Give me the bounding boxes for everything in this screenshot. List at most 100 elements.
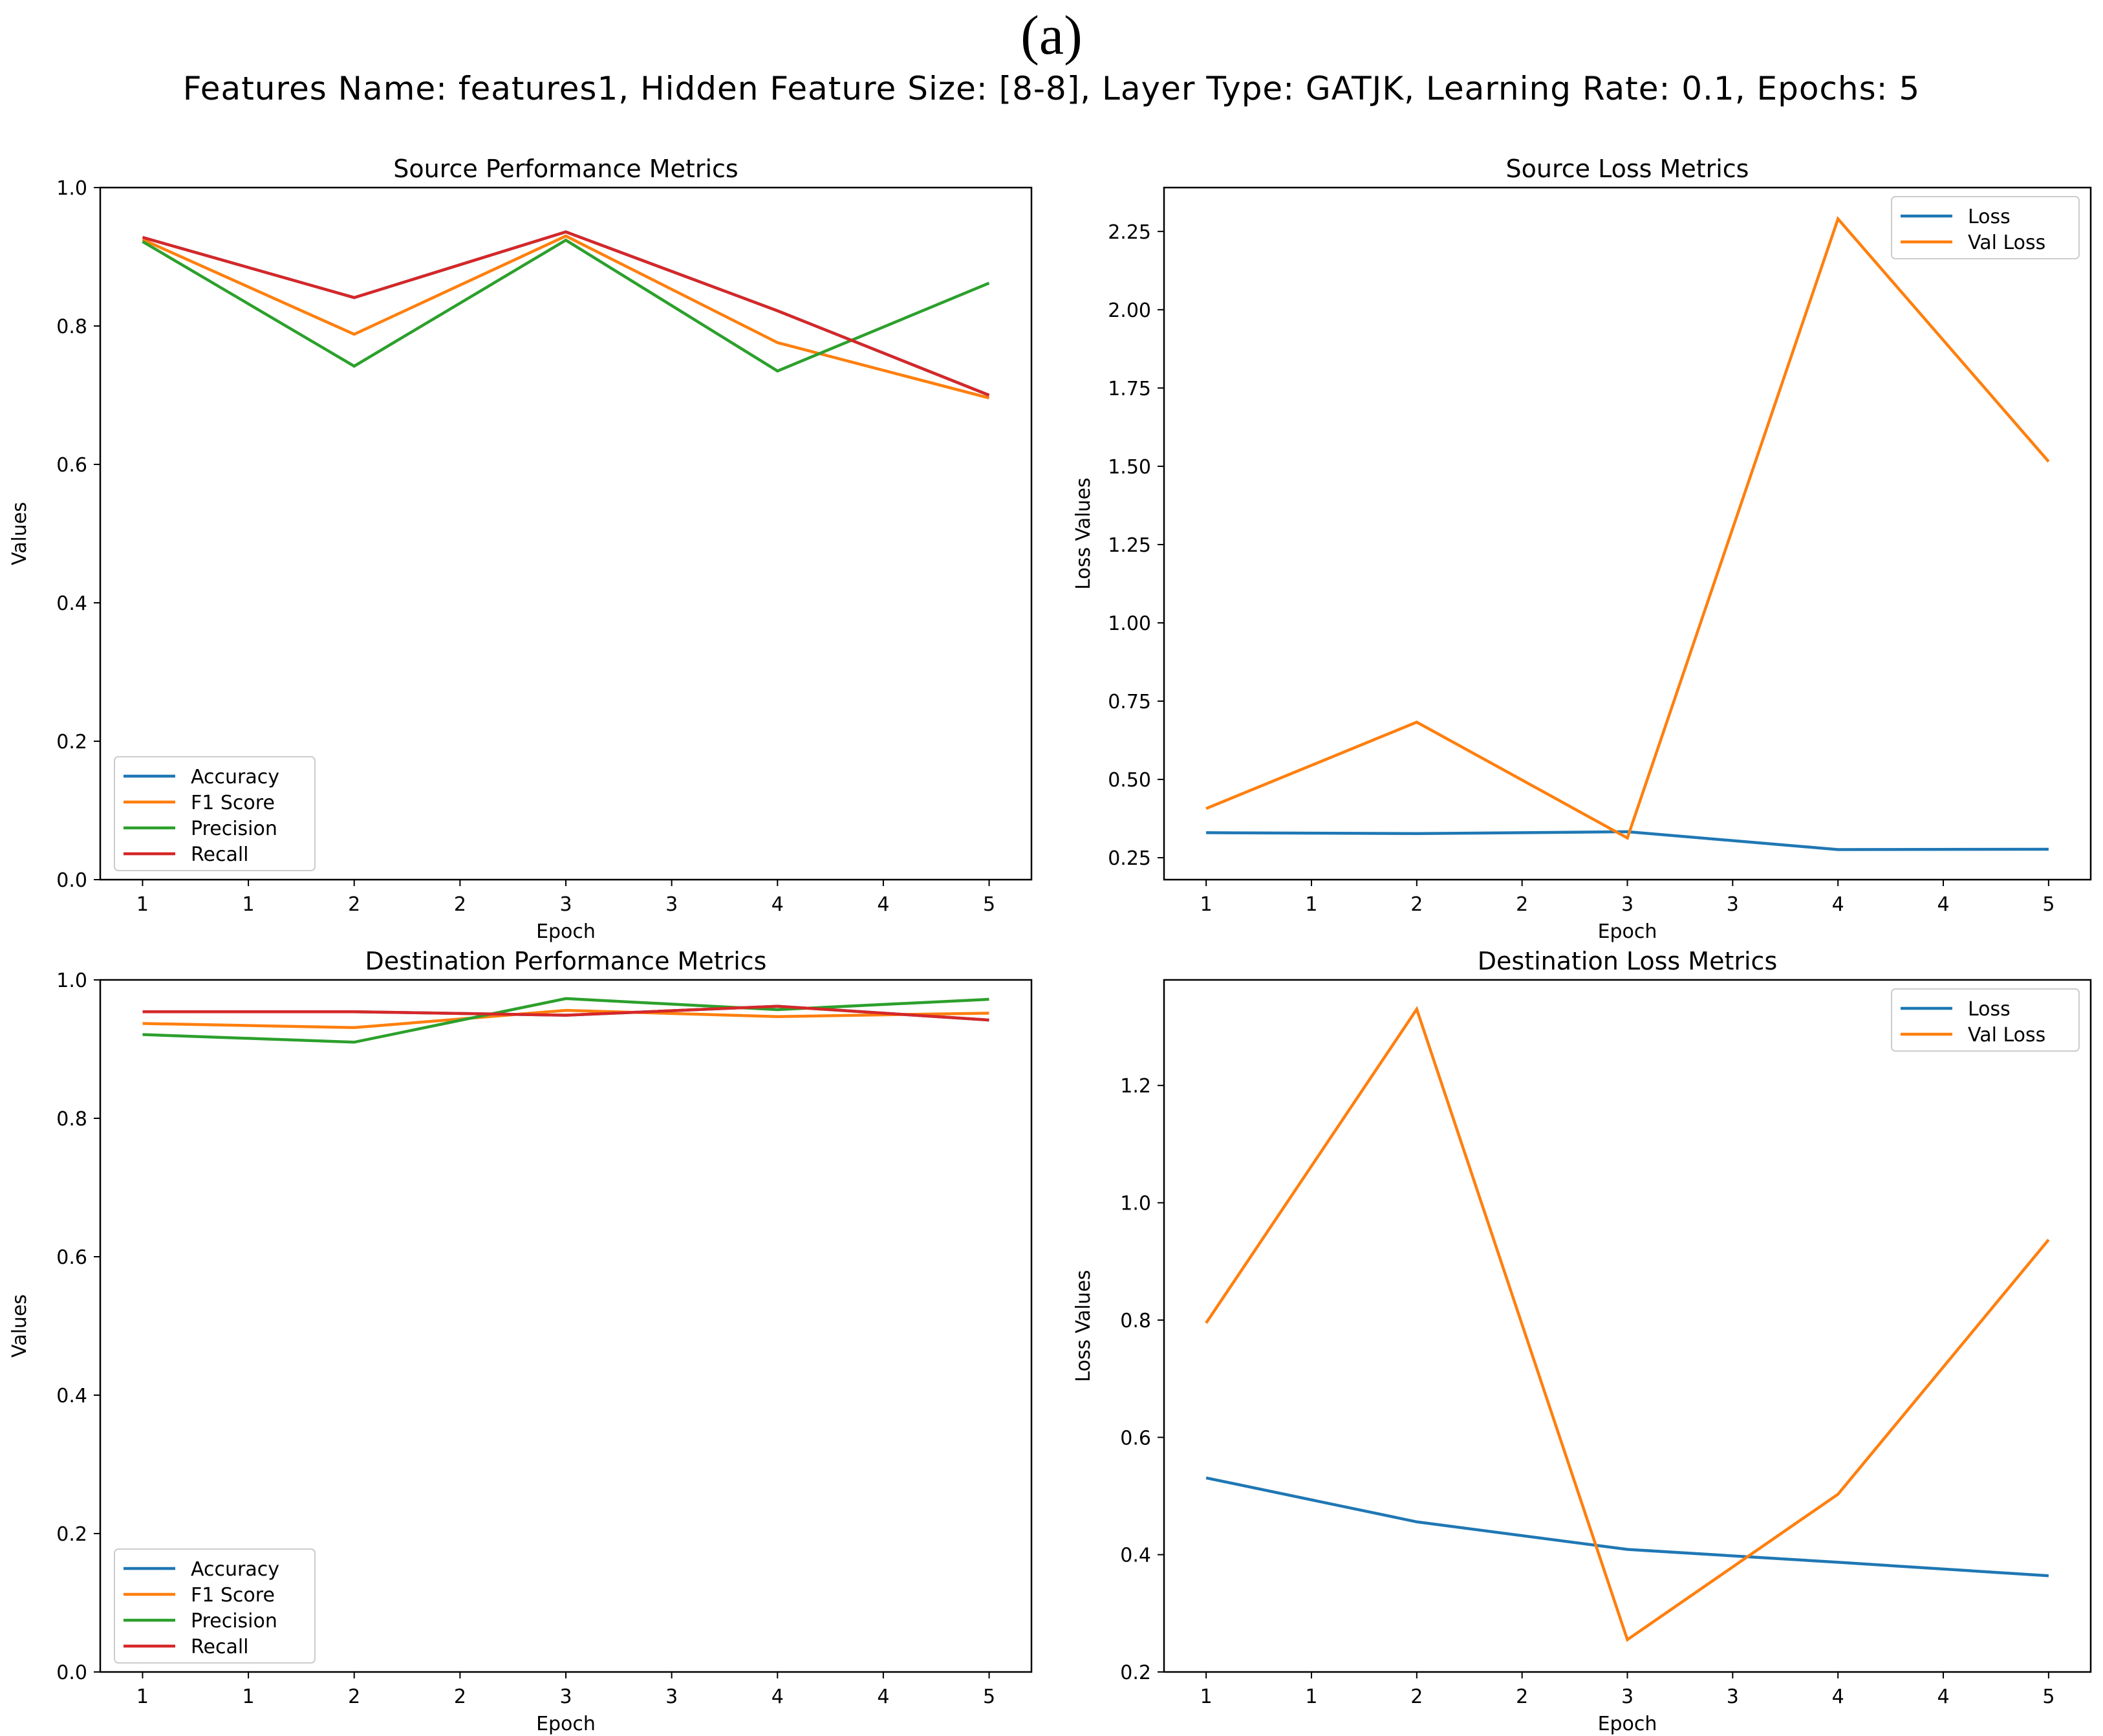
y-tick-label: 2.25 [1108, 221, 1151, 244]
x-tick-label: 2 [1410, 893, 1423, 916]
series-line-recall [142, 1004, 989, 1022]
y-tick-label: 0.8 [56, 1108, 87, 1131]
x-tick-label: 4 [877, 893, 889, 916]
y-tick-label: 1.50 [1108, 456, 1151, 479]
series-line-recall [142, 230, 990, 397]
x-tick-label: 5 [983, 893, 995, 916]
x-tick-label: 3 [559, 1686, 572, 1708]
x-tick-label: 3 [665, 893, 678, 916]
series-line-loss [1206, 830, 2049, 851]
series-line-val-loss [1205, 215, 2050, 840]
x-tick-label: 1 [243, 893, 255, 916]
x-tick-label: 1 [1305, 1686, 1317, 1708]
x-tick-label: 1 [1200, 893, 1213, 916]
legend-label: Val Loss [1968, 1024, 2045, 1047]
chart-title: Destination Performance Metrics [365, 947, 767, 975]
destination-loss-panel: Destination Loss Metrics 1 1 2 2 3 3 4 4 5 0.2 0.4 0… [1072, 947, 2092, 1735]
legend: Loss Val Loss [1891, 196, 2080, 259]
legend: Loss Val Loss [1891, 988, 2080, 1052]
y-tick-label: 2.00 [1108, 299, 1151, 322]
x-tick-label: 3 [1727, 893, 1739, 916]
chart-title: Destination Loss Metrics [1478, 947, 1778, 975]
y-tick-label: 1.0 [1120, 1193, 1151, 1215]
y-tick-label: 0.50 [1108, 769, 1151, 792]
legend-label: F1 Score [191, 1584, 275, 1607]
y-tick-label: 0.2 [56, 731, 87, 754]
legend-label: Precision [191, 818, 277, 840]
x-tick-label: 4 [771, 1686, 784, 1708]
x-tick-label: 2 [1516, 1686, 1528, 1708]
y-tick-label: 0.4 [56, 592, 87, 615]
x-tick-label: 2 [1410, 1686, 1423, 1708]
y-tick-label: 0.6 [56, 454, 87, 477]
x-tick-label: 3 [1621, 893, 1634, 916]
x-tick-label: 5 [983, 1686, 995, 1708]
x-tick-label: 5 [2042, 893, 2054, 916]
y-tick-label: 1.75 [1108, 378, 1151, 400]
chart-title: Source Loss Metrics [1506, 155, 1749, 183]
x-tick-label: 1 [243, 1686, 255, 1708]
x-tick-label: 3 [1727, 1686, 1739, 1708]
y-tick-label: 1.0 [56, 970, 87, 992]
legend-box [114, 756, 316, 871]
y-tick-label: 0.25 [1108, 847, 1151, 870]
x-tick-label: 1 [136, 1686, 149, 1708]
x-axis-label: Epoch [1598, 1713, 1657, 1735]
series-line-f1-score [142, 1008, 989, 1030]
y-tick-label: 0.75 [1108, 691, 1151, 713]
x-axis-label: Epoch [536, 920, 596, 943]
x-tick-label: 4 [877, 1686, 889, 1708]
y-tick-label: 0.2 [56, 1523, 87, 1546]
x-tick-label: 2 [454, 893, 466, 916]
x-tick-label: 2 [348, 893, 360, 916]
x-tick-label: 3 [665, 1686, 678, 1708]
legend-label: Accuracy [191, 1558, 279, 1581]
x-tick-label: 5 [2042, 1686, 2054, 1708]
legend-label: Accuracy [191, 766, 279, 788]
y-axis-label: Values [8, 502, 31, 565]
y-axis-label: Loss Values [1072, 1270, 1095, 1382]
x-tick-label: 2 [348, 1686, 360, 1708]
legend-label: Loss [1968, 998, 2011, 1021]
series-line-accuracy [142, 230, 990, 397]
x-tick-label: 1 [1200, 1686, 1213, 1708]
y-tick-label: 0.0 [56, 869, 87, 892]
series-line-precision [142, 238, 990, 373]
y-tick-label: 0.8 [56, 316, 87, 338]
legend: Accuracy F1 Score Precision Recall [114, 756, 316, 871]
legend-box [114, 1548, 316, 1664]
x-tick-label: 4 [1832, 1686, 1844, 1708]
x-tick-label: 4 [1937, 1686, 1949, 1708]
legend-label: Loss [1968, 206, 2011, 228]
x-tick-label: 4 [1937, 893, 1949, 916]
x-axis-label: Epoch [536, 1713, 596, 1735]
plot-frame [1163, 186, 2092, 881]
x-tick-label: 1 [1305, 893, 1317, 916]
legend: Accuracy F1 Score Precision Recall [114, 1548, 316, 1664]
y-axis-label: Loss Values [1072, 477, 1095, 589]
y-tick-label: 0.8 [1120, 1310, 1151, 1332]
series-line-precision [142, 997, 989, 1044]
y-tick-label: 0.0 [56, 1662, 87, 1684]
legend-label: F1 Score [191, 792, 275, 814]
x-axis-label: Epoch [1598, 920, 1657, 943]
x-tick-label: 4 [771, 893, 784, 916]
source-performance-panel: Source Performance Metrics 1 1 2 2 3 3 4 4 5 0.0 0.… [8, 155, 1033, 943]
y-tick-label: 0.6 [56, 1246, 87, 1269]
y-tick-label: 1.00 [1108, 613, 1151, 635]
x-tick-label: 1 [136, 893, 149, 916]
legend-label: Recall [191, 1636, 249, 1658]
series-line-f1-score [142, 234, 990, 400]
y-axis-label: Values [8, 1294, 31, 1358]
figure-suptitle: Features Name: features1, Hidden Feature… [182, 70, 1921, 107]
legend-label: Precision [191, 1610, 277, 1633]
series-line-val-loss [1205, 1006, 2050, 1642]
x-tick-label: 3 [559, 893, 572, 916]
x-tick-label: 4 [1832, 893, 1844, 916]
legend-label: Recall [191, 843, 249, 866]
y-tick-label: 0.4 [1120, 1545, 1151, 1567]
y-tick-label: 1.0 [56, 177, 87, 200]
x-tick-label: 3 [1621, 1686, 1634, 1708]
y-tick-label: 0.6 [1120, 1427, 1151, 1449]
